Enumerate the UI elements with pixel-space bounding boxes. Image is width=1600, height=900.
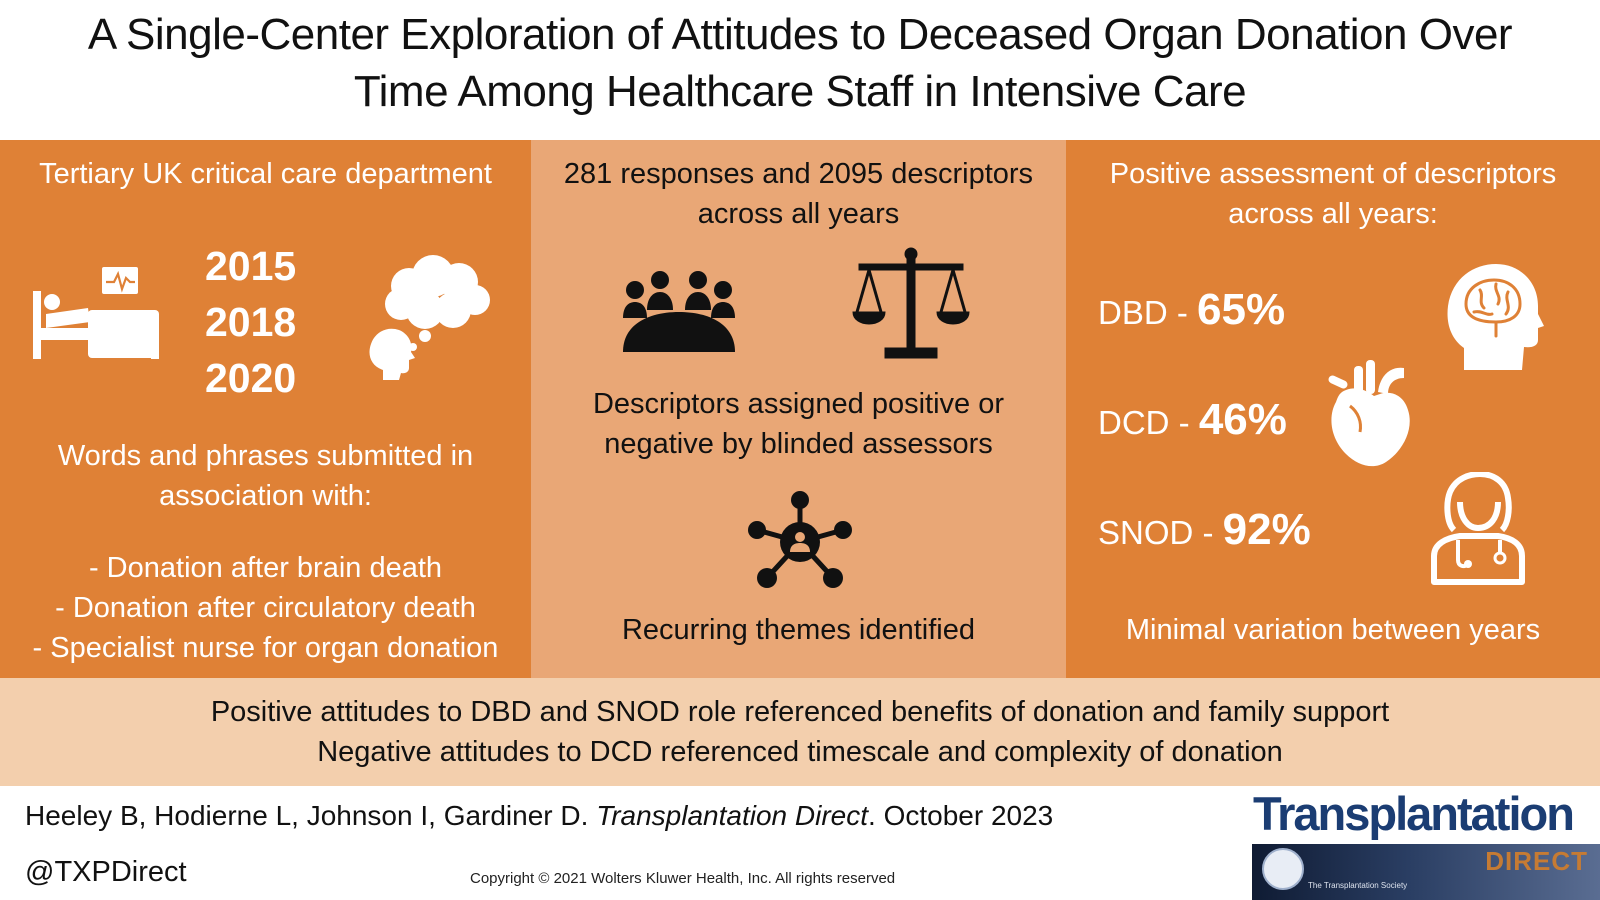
bullet-dcd: - Donation after circulatory death bbox=[55, 592, 476, 624]
title-line-1: A Single-Center Exploration of Attitudes… bbox=[87, 10, 1513, 59]
stat-snod-label: SNOD - bbox=[1098, 514, 1214, 551]
citation-authors: Heeley B, Hodierne L, Johnson I, Gardine… bbox=[25, 800, 597, 831]
panels: Tertiary UK critical care department 201… bbox=[0, 140, 1600, 678]
society-seal-icon bbox=[1262, 848, 1304, 890]
year-2015: 2015 bbox=[205, 243, 297, 289]
themes-text: Recurring themes identified bbox=[621, 614, 975, 646]
donation-types-list: - Donation after brain death - Donation … bbox=[0, 548, 531, 668]
nurse-icon bbox=[1431, 472, 1525, 585]
brain-head-icon bbox=[1447, 264, 1544, 370]
words-intro-line-1: Words and phrases submitted in bbox=[57, 440, 474, 472]
middle-heading-line-1: 281 responses and 2095 descriptors bbox=[563, 158, 1034, 190]
conclusion-line-1: Positive attitudes to DBD and SNOD role … bbox=[210, 696, 1390, 728]
conclusion-line-2: Negative attitudes to DCD referenced tim… bbox=[317, 736, 1283, 768]
middle-panel: 281 responses and 2095 descriptors acros… bbox=[531, 140, 1066, 678]
society-name: The Transplantation Society bbox=[1308, 881, 1408, 890]
journal-logo-bar: DIRECT The Transplantation Society bbox=[1252, 844, 1600, 900]
middle-heading-line-2: across all years bbox=[697, 198, 900, 230]
stat-dbd: DBD - 65% bbox=[1098, 285, 1285, 335]
assessors-line-1: Descriptors assigned positive or bbox=[592, 388, 1004, 420]
right-heading: Positive assessment of descriptors acros… bbox=[1066, 154, 1600, 234]
page-title: A Single-Center Exploration of Attitudes… bbox=[0, 6, 1600, 120]
right-footer: Minimal variation between years bbox=[1125, 614, 1541, 646]
heart-icon bbox=[1328, 360, 1410, 467]
citation: Heeley B, Hodierne L, Johnson I, Gardine… bbox=[25, 800, 1053, 832]
bullet-dbd: - Donation after brain death bbox=[88, 552, 443, 584]
words-intro-line-2: association with: bbox=[159, 480, 372, 512]
assessors-line-2: negative by blinded assessors bbox=[604, 428, 993, 460]
scales-icon bbox=[852, 247, 970, 359]
assessors-text: Descriptors assigned positive or negativ… bbox=[531, 384, 1066, 464]
right-panel: Positive assessment of descriptors acros… bbox=[1066, 140, 1600, 678]
thought-head-icon bbox=[369, 255, 490, 380]
stat-snod: SNOD - 92% bbox=[1098, 505, 1311, 555]
right-heading-line-1: Positive assessment of descriptors bbox=[1109, 158, 1557, 190]
conclusion-band: Positive attitudes to DBD and SNOD role … bbox=[0, 678, 1600, 786]
stat-snod-value: 92% bbox=[1222, 505, 1311, 554]
stat-dbd-label: DBD - bbox=[1098, 294, 1188, 331]
hospital-bed-icon bbox=[33, 267, 159, 359]
bullet-snod: - Specialist nurse for organ donation bbox=[32, 632, 499, 664]
left-panel: Tertiary UK critical care department 201… bbox=[0, 140, 531, 678]
middle-heading: 281 responses and 2095 descriptors acros… bbox=[531, 154, 1066, 234]
journal-logo-word: Transplantation bbox=[1253, 787, 1575, 840]
stat-dcd-value: 46% bbox=[1198, 395, 1287, 444]
network-icon bbox=[748, 491, 852, 588]
title-line-2: Time Among Healthcare Staff in Intensive… bbox=[353, 67, 1247, 116]
years-list: 2015 2018 2020 bbox=[205, 238, 296, 406]
stat-dcd-label: DCD - bbox=[1098, 404, 1190, 441]
words-intro: Words and phrases submitted in associati… bbox=[0, 436, 531, 516]
group-meeting-icon bbox=[623, 271, 735, 352]
journal-logo-direct: DIRECT bbox=[1485, 846, 1588, 876]
copyright-text: Copyright © 2021 Wolters Kluwer Health, … bbox=[470, 870, 896, 887]
year-2020: 2020 bbox=[205, 355, 297, 401]
citation-journal: Transplantation Direct bbox=[596, 800, 869, 831]
citation-date: . October 2023 bbox=[868, 800, 1054, 831]
stat-dcd: DCD - 46% bbox=[1098, 395, 1287, 445]
right-heading-line-2: across all years: bbox=[1228, 198, 1438, 230]
twitter-handle[interactable]: @TXPDirect bbox=[25, 856, 187, 888]
stat-dbd-value: 65% bbox=[1197, 285, 1286, 334]
year-2018: 2018 bbox=[205, 299, 297, 345]
left-heading: Tertiary UK critical care department bbox=[39, 158, 492, 190]
